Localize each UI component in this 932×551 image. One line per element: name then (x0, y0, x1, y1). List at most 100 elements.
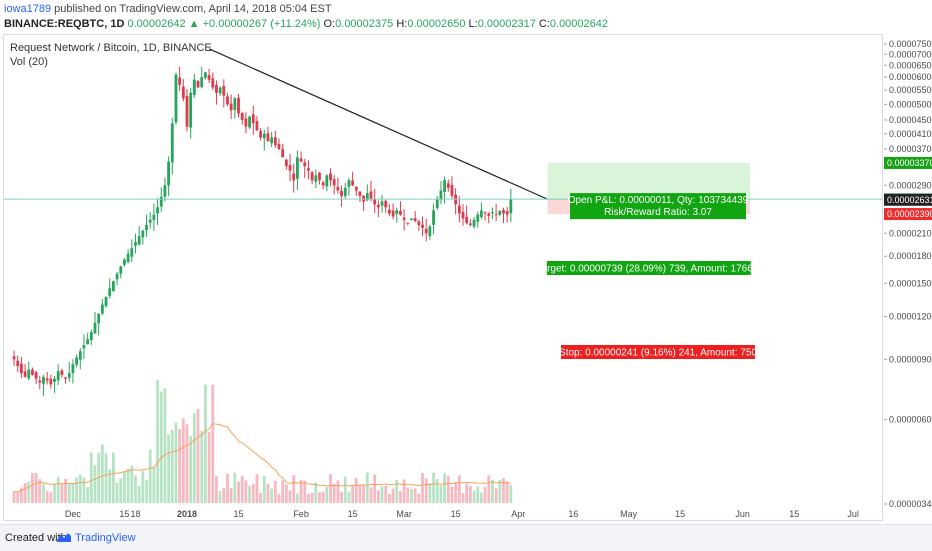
author-link[interactable]: iowa1789 (4, 3, 52, 15)
candle-body (498, 210, 502, 215)
candle-body (34, 372, 38, 379)
ohlc-line: BINANCE:REQBTC, 1D 0.00002642 ▲ +0.00000… (4, 18, 608, 30)
volume-bar (86, 486, 90, 503)
candle-body (38, 380, 42, 383)
candle-body (181, 86, 185, 99)
volume-bar (310, 492, 314, 503)
volume-bar (141, 470, 145, 503)
open-value: 0.00002375 (335, 18, 394, 30)
volume-bar (170, 429, 174, 503)
candle-body (494, 214, 498, 216)
volume-bar (325, 487, 329, 503)
candle-body (112, 281, 115, 292)
volume-bar (100, 444, 104, 503)
candle-body (391, 210, 395, 217)
close-label: C: (538, 18, 550, 30)
candle-body (296, 157, 299, 179)
volume-bar (49, 492, 53, 503)
low-value: 0.00002317 (477, 18, 536, 30)
candle-body (178, 77, 182, 85)
volume-bar (402, 479, 406, 503)
candle-body (384, 200, 388, 208)
volume-bar (53, 483, 56, 503)
x-tick-label: 15 (451, 509, 461, 519)
tradingview-brand-link[interactable]: TradingView (75, 532, 136, 544)
candle-body (67, 373, 71, 378)
volume-bar (75, 477, 78, 503)
chart-frame[interactable] (3, 34, 883, 521)
candle-body (226, 96, 229, 105)
candle-body (266, 133, 270, 142)
candle-body (12, 356, 16, 360)
candle-body (126, 253, 130, 263)
low-label: L: (468, 18, 478, 30)
candle-body (123, 259, 126, 265)
volume-bar (27, 481, 31, 503)
volume-bar (204, 384, 207, 503)
candle-body (310, 172, 314, 181)
candle-body (222, 86, 226, 96)
price-tag (884, 208, 932, 221)
candle-body (465, 216, 469, 224)
candle-body (439, 190, 443, 200)
volume-bar (373, 474, 377, 503)
candle-body (410, 218, 413, 221)
volume-bar (487, 475, 491, 503)
volume-bar (494, 488, 498, 503)
volume-bar (270, 488, 274, 503)
candle-body (277, 144, 281, 150)
y-tick-label: 0.00002900 (889, 180, 932, 190)
candle-body (207, 75, 211, 80)
candle-body (163, 185, 167, 197)
candle-body (244, 118, 248, 127)
volume-bar (215, 476, 218, 503)
volume-indicator-label[interactable]: Vol (20) (10, 56, 48, 68)
y-tick-label: 0.00000340 (889, 499, 932, 509)
candle-body (240, 113, 244, 120)
candle-body (421, 224, 424, 228)
candle-body (49, 378, 53, 385)
candle-body (325, 175, 329, 187)
volume-bar (126, 468, 130, 503)
candle-body (365, 193, 369, 201)
y-tick-label: 0.00005000 (889, 99, 932, 109)
candle-body (262, 133, 266, 139)
volume-bar (439, 485, 443, 503)
volume-bar (435, 479, 439, 503)
volume-bar (259, 492, 262, 503)
volume-bar (362, 484, 366, 503)
y-tick-label: 0.00004100 (889, 129, 932, 139)
volume-bar (491, 479, 494, 503)
candle-body (461, 211, 465, 219)
volume-bar (159, 391, 163, 503)
volume-bar (104, 453, 108, 503)
volume-bar (498, 479, 502, 503)
volume-bar (251, 484, 255, 503)
stop-label-box (561, 345, 755, 359)
volume-bar (200, 430, 204, 503)
candle-body (402, 217, 406, 220)
y-tick-label: 0.00000600 (889, 415, 932, 425)
price-tag (884, 193, 932, 206)
candle-body (192, 79, 196, 95)
candle-body (307, 168, 310, 171)
volume-bar (358, 484, 362, 503)
candle-body (483, 212, 487, 214)
volume-bar (299, 480, 303, 503)
price-change: +0.00000267 (+11.24%) (202, 18, 321, 30)
volume-bar (410, 489, 413, 503)
x-tick-label: 18 (130, 509, 140, 519)
candle-body (417, 221, 421, 226)
y-tick-label: 0.00001200 (889, 311, 932, 321)
x-tick-label: 15 (119, 509, 129, 519)
volume-bar (123, 471, 126, 503)
volume-bar (380, 486, 384, 503)
tradingview-logo-icon[interactable] (56, 530, 72, 544)
price-tag-label: 0.00002390 (887, 209, 932, 219)
candle-body (130, 248, 134, 257)
volume-bar (480, 492, 483, 503)
candle-body (185, 96, 189, 127)
candle-body (303, 162, 307, 167)
volume-bar (226, 473, 229, 503)
